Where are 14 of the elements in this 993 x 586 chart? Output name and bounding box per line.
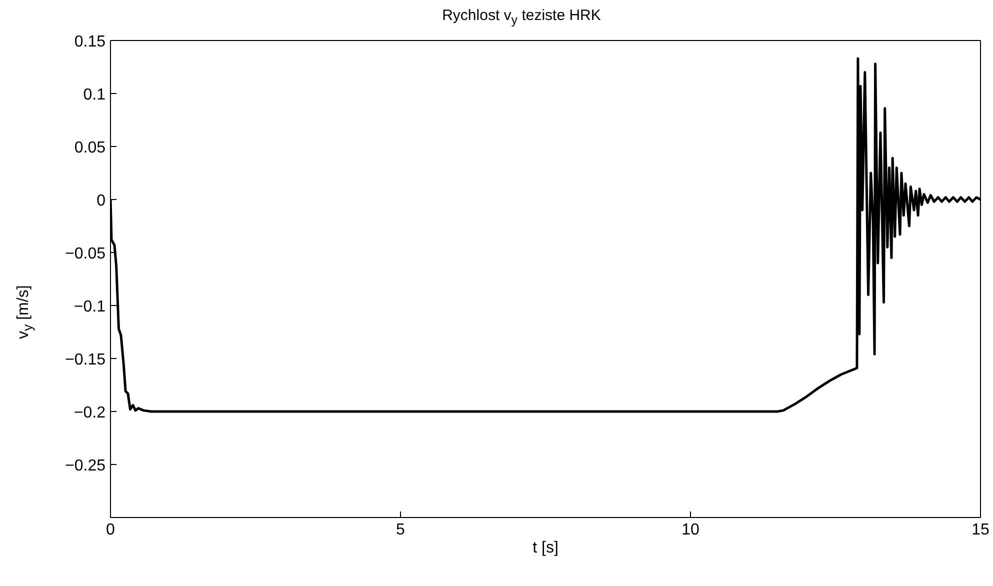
- y-tick-label: −0.15: [65, 352, 106, 368]
- y-tick-label: −0.05: [65, 246, 106, 262]
- y-tick-label: −0.2: [74, 404, 106, 422]
- x-tick-label: 10: [682, 522, 700, 538]
- y-tick-label: 0.1: [83, 86, 106, 104]
- y-tick-label: −0.1: [74, 298, 106, 316]
- x-tick-label: 5: [396, 522, 406, 538]
- x-tick-label: 15: [972, 522, 990, 538]
- y-tick-label: 0.15: [74, 34, 106, 50]
- chart-title: Rychlost v$_{y}$ teziste HRK: [442, 6, 601, 29]
- x-axis-title: t [s]: [532, 540, 558, 556]
- y-tick-label: 0: [96, 192, 106, 210]
- y-tick-label: 0.05: [74, 140, 106, 156]
- y-tick-label: −0.25: [65, 458, 106, 474]
